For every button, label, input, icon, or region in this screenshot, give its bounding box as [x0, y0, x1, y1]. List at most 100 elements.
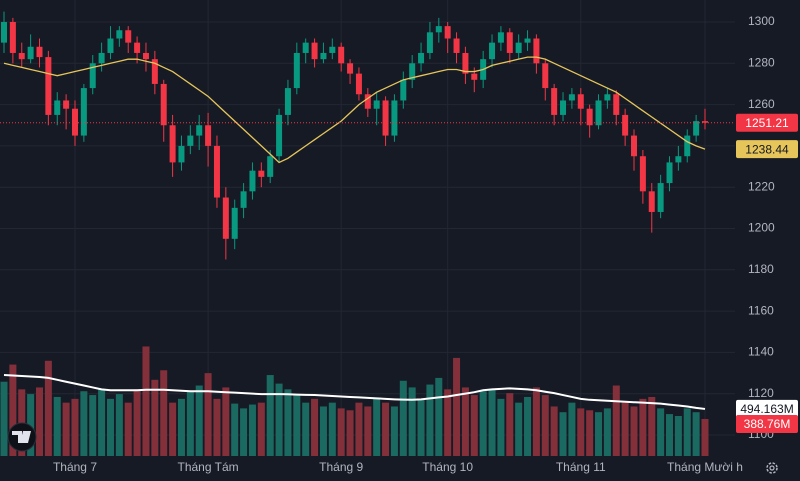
volume-bar	[701, 418, 709, 456]
candle-body	[71, 108, 78, 136]
candle-body	[258, 170, 265, 177]
volume-bar	[399, 380, 407, 456]
candle-body	[418, 52, 425, 64]
volume-bar	[177, 398, 185, 456]
volume-bar	[683, 408, 691, 456]
volume-bar	[89, 395, 97, 456]
candle-body	[497, 32, 504, 43]
volume-bar	[328, 402, 336, 456]
volume-bar	[435, 377, 443, 456]
candle-body	[382, 100, 389, 136]
ma-label: 1238.44	[745, 142, 789, 156]
volume-bar	[541, 395, 549, 456]
ma-label-box	[736, 140, 798, 159]
candle-body	[373, 100, 380, 109]
volume-bar	[35, 387, 43, 456]
volume-bar	[337, 408, 345, 456]
y-tick-label: 1200	[748, 221, 775, 235]
candle-body	[98, 52, 105, 64]
volume-bar	[240, 408, 248, 456]
candle-body	[568, 94, 575, 101]
candle-body	[231, 207, 238, 239]
candle-body	[471, 73, 478, 80]
volume-bar	[568, 402, 576, 456]
volume-bar	[302, 402, 310, 456]
candle-body	[444, 26, 451, 39]
candle-body	[657, 183, 664, 212]
volume-bar	[515, 402, 523, 456]
volume-bar	[53, 396, 61, 456]
candle-body	[693, 121, 700, 136]
volume-bar	[497, 398, 505, 456]
x-tick-label: Tháng 10	[422, 460, 473, 474]
volume-bar	[293, 395, 301, 456]
last-price-label-box	[736, 113, 798, 132]
candle-body	[515, 42, 522, 53]
x-tick-label: Tháng 7	[53, 460, 97, 474]
candle-body	[213, 145, 220, 198]
candle-body	[639, 156, 646, 192]
candle-body	[453, 38, 460, 53]
x-tick-label: Tháng 11	[556, 460, 606, 474]
volume-bar	[461, 387, 469, 456]
candle-body	[675, 156, 682, 163]
volume-bar	[488, 389, 496, 456]
volume-bar	[284, 389, 292, 456]
volume-bar	[213, 398, 221, 456]
axis-labels: 1100112011401160118012001220124012601280…	[53, 14, 798, 474]
candle-body	[9, 21, 16, 53]
candle-body	[435, 26, 442, 33]
candle-body	[648, 191, 655, 212]
volume-ma-label-box	[736, 399, 798, 418]
candle-body	[196, 125, 203, 136]
candle-body	[116, 30, 123, 39]
candle-body	[364, 94, 371, 109]
volume-bar	[692, 412, 700, 456]
volume-bar	[674, 416, 682, 456]
volume-bar	[355, 402, 363, 456]
candle-body	[347, 63, 354, 74]
volume-bar	[133, 389, 141, 456]
x-tick-label: Tháng Mười h	[667, 460, 743, 474]
volume-bar	[204, 373, 212, 456]
candle-body	[426, 32, 433, 53]
candle-body	[89, 63, 96, 89]
volume-bar	[275, 383, 283, 456]
volume-bar	[151, 379, 159, 456]
volume-bar	[80, 391, 88, 456]
volume-bar	[248, 404, 256, 456]
grid	[0, 0, 735, 456]
volume-bar	[257, 402, 265, 456]
volume-bar	[417, 398, 425, 456]
candle-body	[54, 100, 61, 115]
candle-body	[595, 100, 602, 126]
volume-bar	[266, 375, 274, 456]
candle-body	[666, 162, 673, 184]
candle-body	[80, 88, 87, 136]
volume-bar	[9, 364, 17, 456]
candle-body	[702, 121, 708, 123]
candle-body	[284, 88, 291, 115]
candle-body	[187, 135, 194, 146]
volume-bar	[0, 381, 8, 456]
candle-body	[302, 42, 309, 53]
candle-body	[142, 52, 149, 60]
volume-pane	[0, 346, 709, 456]
volume-label-box	[736, 414, 798, 433]
volume-label: 388.76M	[744, 417, 791, 431]
candle-body	[134, 42, 141, 53]
candle-body	[631, 135, 638, 157]
x-tick-label: Tháng Tám	[178, 460, 239, 474]
candle-body	[107, 38, 114, 53]
volume-bar	[364, 406, 372, 456]
volume-bar	[71, 398, 79, 456]
volume-bar	[577, 408, 585, 456]
volume-bar	[98, 389, 106, 456]
volume-bar	[346, 410, 354, 456]
candle-body	[160, 83, 167, 126]
volume-bar	[479, 391, 487, 456]
price-pane	[0, 11, 735, 260]
settings-icon[interactable]	[766, 462, 778, 474]
y-tick-label: 1180	[748, 262, 774, 276]
